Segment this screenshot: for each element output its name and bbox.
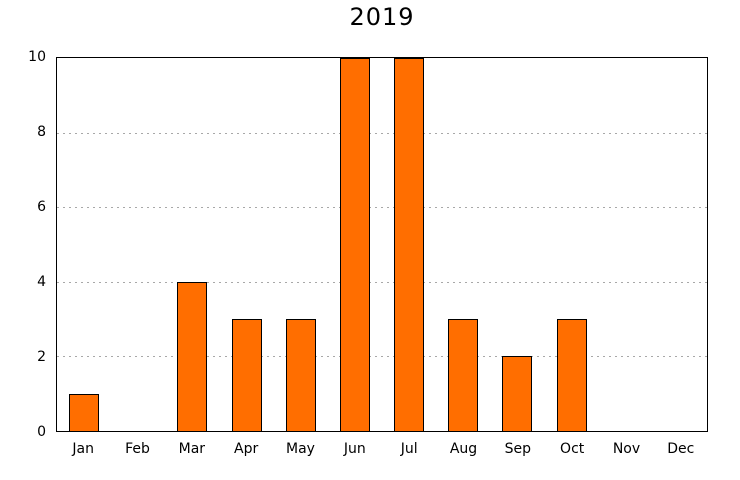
y-tick-label-10: 10 [28, 49, 46, 65]
gridline-y8 [57, 131, 707, 134]
bar-may [285, 319, 316, 431]
x-tick-label-aug: Aug [449, 441, 478, 457]
bar-jan [69, 393, 100, 431]
y-tick-label-4: 4 [37, 274, 46, 290]
y-tick-label-6: 6 [37, 199, 46, 215]
bar-mar [177, 281, 208, 431]
chart-title: 2019 [349, 3, 415, 31]
x-tick-label-jan: Jan [72, 441, 94, 457]
x-tick-label-may: May [286, 441, 315, 457]
x-tick-label-oct: Oct [560, 441, 585, 457]
x-tick-label-sep: Sep [504, 441, 532, 457]
bar-jul [394, 58, 425, 431]
bar-apr [231, 319, 262, 431]
y-tick-label-8: 8 [37, 124, 46, 140]
gridline-y2 [57, 355, 707, 358]
gridline-y6 [57, 206, 707, 209]
y-tick-label-2: 2 [37, 349, 46, 365]
bar-aug [448, 319, 479, 431]
plot-box [56, 57, 708, 432]
bar-sep [502, 356, 533, 431]
x-tick-label-apr: Apr [234, 441, 259, 457]
x-tick-label-jul: Jul [400, 441, 418, 457]
x-tick-label-nov: Nov [612, 441, 641, 457]
bar-jun [339, 58, 370, 431]
x-tick-label-dec: Dec [667, 441, 695, 457]
x-tick-label-feb: Feb [125, 441, 150, 457]
y-tick-label-0: 0 [37, 424, 46, 440]
gridline-y4 [57, 280, 707, 283]
x-tick-label-mar: Mar [178, 441, 206, 457]
x-tick-label-jun: Jun [343, 441, 366, 457]
bar-oct [556, 319, 587, 431]
